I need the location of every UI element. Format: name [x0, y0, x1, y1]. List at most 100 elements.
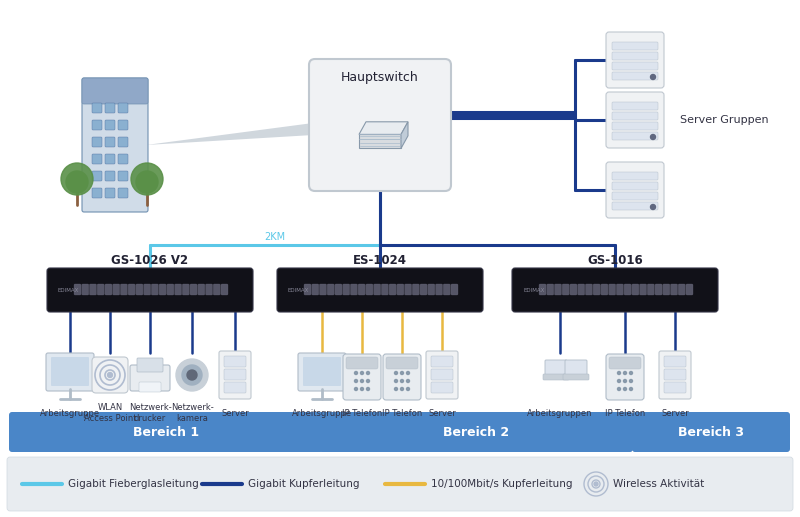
FancyBboxPatch shape — [118, 137, 128, 147]
FancyBboxPatch shape — [606, 92, 664, 148]
FancyBboxPatch shape — [431, 369, 453, 380]
Circle shape — [594, 482, 598, 486]
FancyBboxPatch shape — [214, 284, 220, 295]
FancyBboxPatch shape — [426, 351, 458, 399]
Text: Server: Server — [221, 408, 249, 418]
FancyBboxPatch shape — [655, 284, 662, 295]
FancyBboxPatch shape — [374, 284, 381, 295]
Polygon shape — [359, 134, 401, 148]
Circle shape — [623, 372, 626, 374]
FancyBboxPatch shape — [159, 284, 166, 295]
FancyBboxPatch shape — [358, 284, 365, 295]
FancyBboxPatch shape — [543, 374, 569, 380]
FancyBboxPatch shape — [612, 112, 658, 120]
FancyBboxPatch shape — [435, 284, 442, 295]
FancyBboxPatch shape — [118, 103, 128, 113]
FancyBboxPatch shape — [609, 284, 616, 295]
FancyBboxPatch shape — [139, 382, 161, 392]
Text: Gigabit Fieberglasleitung: Gigabit Fieberglasleitung — [68, 479, 198, 489]
Text: Bereich 2: Bereich 2 — [443, 425, 509, 438]
Text: ES-1024: ES-1024 — [353, 254, 407, 267]
Text: Gigabit Kupferleitung: Gigabit Kupferleitung — [248, 479, 359, 489]
FancyBboxPatch shape — [46, 353, 94, 391]
FancyBboxPatch shape — [121, 284, 127, 295]
FancyBboxPatch shape — [609, 357, 641, 369]
FancyBboxPatch shape — [405, 284, 411, 295]
FancyBboxPatch shape — [118, 154, 128, 164]
Text: IP Telefon: IP Telefon — [605, 408, 645, 418]
Text: Server: Server — [661, 408, 689, 418]
Text: Server Gruppen: Server Gruppen — [680, 115, 769, 125]
FancyBboxPatch shape — [51, 357, 89, 386]
Text: Arbeitsgruppe: Arbeitsgruppe — [40, 408, 100, 418]
FancyBboxPatch shape — [389, 284, 396, 295]
Text: EDIMAX: EDIMAX — [58, 287, 79, 293]
FancyBboxPatch shape — [616, 284, 623, 295]
FancyBboxPatch shape — [130, 365, 170, 391]
FancyBboxPatch shape — [105, 103, 115, 113]
Circle shape — [70, 177, 84, 191]
Circle shape — [361, 379, 363, 383]
Text: Netzwerk-
kamera: Netzwerk- kamera — [170, 403, 214, 423]
FancyBboxPatch shape — [612, 72, 658, 80]
FancyBboxPatch shape — [92, 171, 102, 181]
Circle shape — [354, 388, 358, 390]
FancyBboxPatch shape — [545, 360, 567, 376]
FancyBboxPatch shape — [664, 356, 686, 367]
Circle shape — [406, 379, 410, 383]
FancyBboxPatch shape — [554, 284, 562, 295]
Polygon shape — [146, 123, 313, 145]
FancyBboxPatch shape — [606, 162, 664, 218]
FancyBboxPatch shape — [563, 374, 589, 380]
Text: Bereich 3: Bereich 3 — [678, 425, 744, 438]
FancyBboxPatch shape — [346, 357, 378, 369]
Text: WLAN
Access Point: WLAN Access Point — [84, 403, 136, 423]
FancyBboxPatch shape — [224, 382, 246, 393]
FancyBboxPatch shape — [219, 351, 251, 399]
Circle shape — [618, 388, 621, 390]
Circle shape — [623, 388, 626, 390]
Text: IP Telefon: IP Telefon — [382, 408, 422, 418]
FancyBboxPatch shape — [309, 59, 451, 191]
Circle shape — [66, 171, 88, 193]
FancyBboxPatch shape — [570, 284, 577, 295]
FancyBboxPatch shape — [664, 369, 686, 380]
FancyBboxPatch shape — [612, 52, 658, 60]
FancyBboxPatch shape — [92, 188, 102, 198]
FancyBboxPatch shape — [113, 284, 120, 295]
Circle shape — [361, 372, 363, 374]
Circle shape — [401, 388, 403, 390]
FancyBboxPatch shape — [562, 284, 570, 295]
Circle shape — [650, 74, 655, 80]
FancyBboxPatch shape — [224, 369, 246, 380]
Circle shape — [140, 177, 154, 191]
FancyBboxPatch shape — [632, 284, 639, 295]
FancyBboxPatch shape — [586, 284, 593, 295]
FancyBboxPatch shape — [47, 268, 253, 312]
FancyBboxPatch shape — [647, 284, 654, 295]
FancyBboxPatch shape — [386, 357, 418, 369]
FancyBboxPatch shape — [659, 351, 691, 399]
FancyBboxPatch shape — [397, 284, 404, 295]
FancyBboxPatch shape — [82, 78, 148, 212]
FancyBboxPatch shape — [420, 284, 427, 295]
FancyBboxPatch shape — [327, 284, 334, 295]
FancyBboxPatch shape — [167, 284, 174, 295]
FancyBboxPatch shape — [277, 268, 483, 312]
FancyBboxPatch shape — [105, 284, 112, 295]
Text: Wireless Aktivität: Wireless Aktivität — [613, 479, 704, 489]
Circle shape — [394, 372, 398, 374]
Circle shape — [650, 134, 655, 140]
FancyBboxPatch shape — [612, 172, 658, 180]
Circle shape — [366, 379, 370, 383]
FancyBboxPatch shape — [612, 132, 658, 140]
FancyBboxPatch shape — [612, 192, 658, 200]
FancyBboxPatch shape — [90, 284, 97, 295]
Text: Netzwerk-
drucker: Netzwerk- drucker — [129, 403, 171, 423]
Circle shape — [366, 372, 370, 374]
FancyBboxPatch shape — [82, 78, 148, 104]
Text: IP Telefon: IP Telefon — [342, 408, 382, 418]
FancyBboxPatch shape — [366, 284, 373, 295]
Text: 10/100Mbit/s Kupferleitung: 10/100Mbit/s Kupferleitung — [431, 479, 573, 489]
FancyBboxPatch shape — [565, 360, 587, 376]
